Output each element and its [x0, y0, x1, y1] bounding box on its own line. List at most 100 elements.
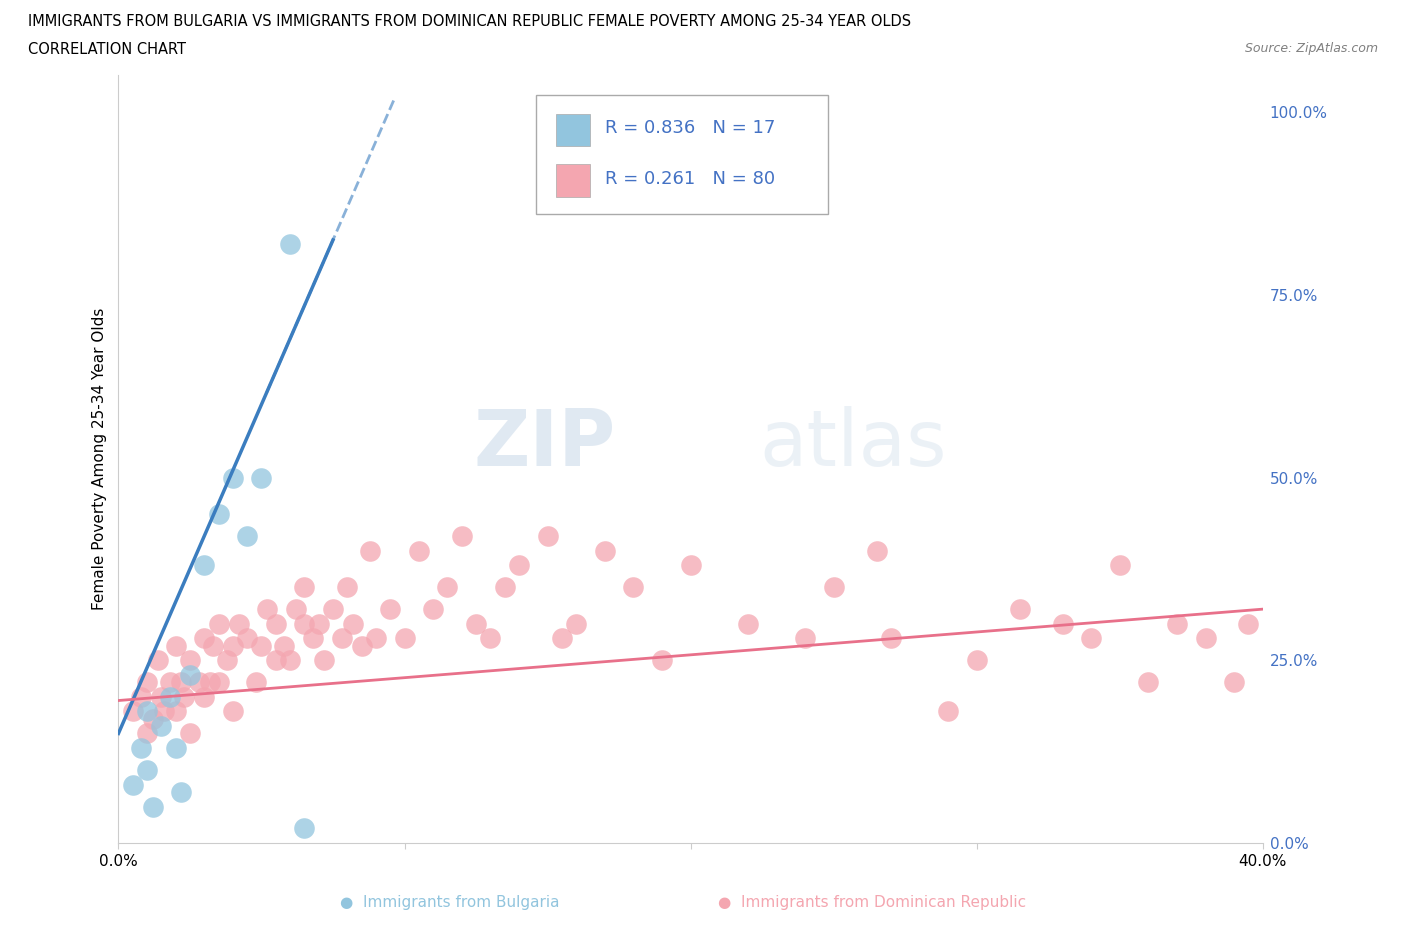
- Point: [187, 675, 209, 690]
- Point: [465, 617, 488, 631]
- Point: [121, 704, 143, 719]
- Point: [292, 617, 315, 631]
- Point: [256, 602, 278, 617]
- Point: [1008, 602, 1031, 617]
- Point: [380, 602, 402, 617]
- Point: [179, 668, 201, 683]
- Point: [966, 653, 988, 668]
- Point: [508, 558, 530, 573]
- Point: [121, 777, 143, 792]
- Point: [679, 558, 702, 573]
- FancyBboxPatch shape: [536, 95, 828, 214]
- Point: [217, 653, 239, 668]
- Text: R = 0.836   N = 17: R = 0.836 N = 17: [605, 119, 775, 137]
- Point: [359, 543, 381, 558]
- Point: [1166, 617, 1188, 631]
- Point: [284, 602, 307, 617]
- Point: [148, 653, 170, 668]
- Point: [236, 528, 259, 543]
- Point: [330, 631, 353, 645]
- Point: [342, 617, 364, 631]
- Point: [302, 631, 325, 645]
- Point: [1137, 675, 1160, 690]
- Point: [1237, 617, 1260, 631]
- Point: [314, 653, 336, 668]
- Text: ●  Immigrants from Bulgaria: ● Immigrants from Bulgaria: [340, 895, 560, 910]
- Point: [170, 675, 193, 690]
- Y-axis label: Female Poverty Among 25-34 Year Olds: Female Poverty Among 25-34 Year Olds: [93, 308, 107, 610]
- Point: [207, 617, 229, 631]
- Point: [179, 726, 201, 741]
- Point: [207, 507, 229, 522]
- Text: Source: ZipAtlas.com: Source: ZipAtlas.com: [1244, 42, 1378, 55]
- Point: [794, 631, 817, 645]
- Point: [222, 638, 245, 653]
- Point: [193, 631, 215, 645]
- Point: [880, 631, 903, 645]
- Point: [153, 704, 176, 719]
- Point: [936, 704, 959, 719]
- Point: [536, 528, 558, 543]
- Point: [479, 631, 502, 645]
- Point: [165, 704, 187, 719]
- Point: [198, 675, 221, 690]
- Text: IMMIGRANTS FROM BULGARIA VS IMMIGRANTS FROM DOMINICAN REPUBLIC FEMALE POVERTY AM: IMMIGRANTS FROM BULGARIA VS IMMIGRANTS F…: [28, 14, 911, 29]
- Point: [450, 528, 472, 543]
- Point: [1194, 631, 1216, 645]
- Point: [865, 543, 887, 558]
- Point: [201, 638, 224, 653]
- Point: [245, 675, 267, 690]
- Point: [136, 726, 159, 741]
- Point: [222, 470, 245, 485]
- Point: [264, 653, 287, 668]
- Text: CORRELATION CHART: CORRELATION CHART: [28, 42, 186, 57]
- Point: [236, 631, 259, 645]
- Point: [250, 638, 273, 653]
- Point: [292, 579, 315, 594]
- Point: [142, 799, 165, 814]
- Text: ●  Immigrants from Dominican Republic: ● Immigrants from Dominican Republic: [717, 895, 1026, 910]
- Point: [193, 558, 215, 573]
- Point: [136, 675, 159, 690]
- Point: [131, 740, 153, 755]
- Point: [150, 719, 173, 734]
- Point: [273, 638, 295, 653]
- FancyBboxPatch shape: [555, 113, 591, 146]
- Point: [179, 653, 201, 668]
- Point: [823, 579, 845, 594]
- Point: [364, 631, 387, 645]
- Point: [350, 638, 373, 653]
- Point: [565, 617, 588, 631]
- Point: [1108, 558, 1130, 573]
- Text: R = 0.261   N = 80: R = 0.261 N = 80: [605, 170, 775, 188]
- Point: [165, 638, 187, 653]
- FancyBboxPatch shape: [555, 165, 591, 197]
- Point: [422, 602, 444, 617]
- Point: [165, 740, 187, 755]
- Point: [222, 704, 245, 719]
- Point: [737, 617, 759, 631]
- Point: [264, 617, 287, 631]
- Point: [173, 689, 195, 704]
- Point: [621, 579, 644, 594]
- Point: [1052, 617, 1074, 631]
- Point: [159, 675, 181, 690]
- Point: [207, 675, 229, 690]
- Point: [278, 236, 301, 251]
- Point: [278, 653, 301, 668]
- Point: [322, 602, 344, 617]
- Point: [292, 821, 315, 836]
- Point: [136, 704, 159, 719]
- Point: [551, 631, 574, 645]
- Point: [136, 763, 159, 777]
- Point: [336, 579, 359, 594]
- Point: [1223, 675, 1246, 690]
- Point: [150, 689, 173, 704]
- Point: [394, 631, 416, 645]
- Point: [193, 689, 215, 704]
- Text: atlas: atlas: [759, 405, 946, 482]
- Point: [159, 689, 181, 704]
- Point: [170, 785, 193, 800]
- Point: [408, 543, 430, 558]
- Point: [142, 711, 165, 726]
